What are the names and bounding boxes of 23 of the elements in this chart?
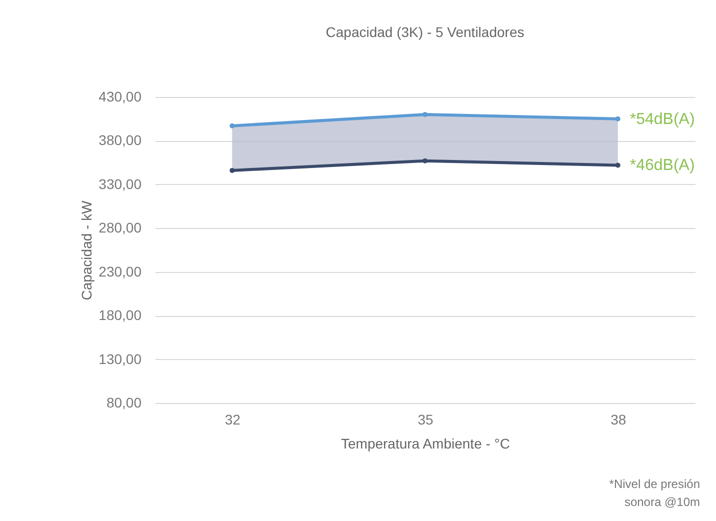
chart-title: Capacidad (3K) - 5 Ventiladores — [326, 24, 524, 40]
point — [422, 112, 428, 117]
x-axis-title: Temperatura Ambiente - °C — [340, 436, 510, 452]
series-label: *54dB(A) — [630, 110, 695, 128]
y-tick-label: 180,00 — [98, 307, 142, 324]
point — [615, 116, 620, 122]
y-tick-label: 80,00 — [106, 394, 142, 410]
y-tick-label: 330,00 — [98, 176, 142, 192]
y-tick-label: 130,00 — [98, 350, 142, 367]
x-tick-label: 38 — [610, 412, 626, 428]
text: *Nivel de presión sonora @10m — [609, 477, 700, 509]
y-axis-title: Capacidad - kW — [78, 200, 95, 300]
point — [230, 168, 235, 173]
y-tick-label: 280,00 — [98, 220, 142, 236]
x-tick-label: 32 — [224, 412, 241, 428]
y-tick-label: 430,00 — [98, 88, 142, 104]
y-tick-label: 230,00 — [98, 263, 142, 280]
series-label: *46dB(A) — [630, 157, 695, 174]
y-tick-label: 380,00 — [98, 132, 142, 148]
point — [615, 162, 620, 168]
x-tick-label: 35 — [418, 412, 434, 428]
point — [230, 123, 235, 128]
point — [422, 158, 428, 164]
